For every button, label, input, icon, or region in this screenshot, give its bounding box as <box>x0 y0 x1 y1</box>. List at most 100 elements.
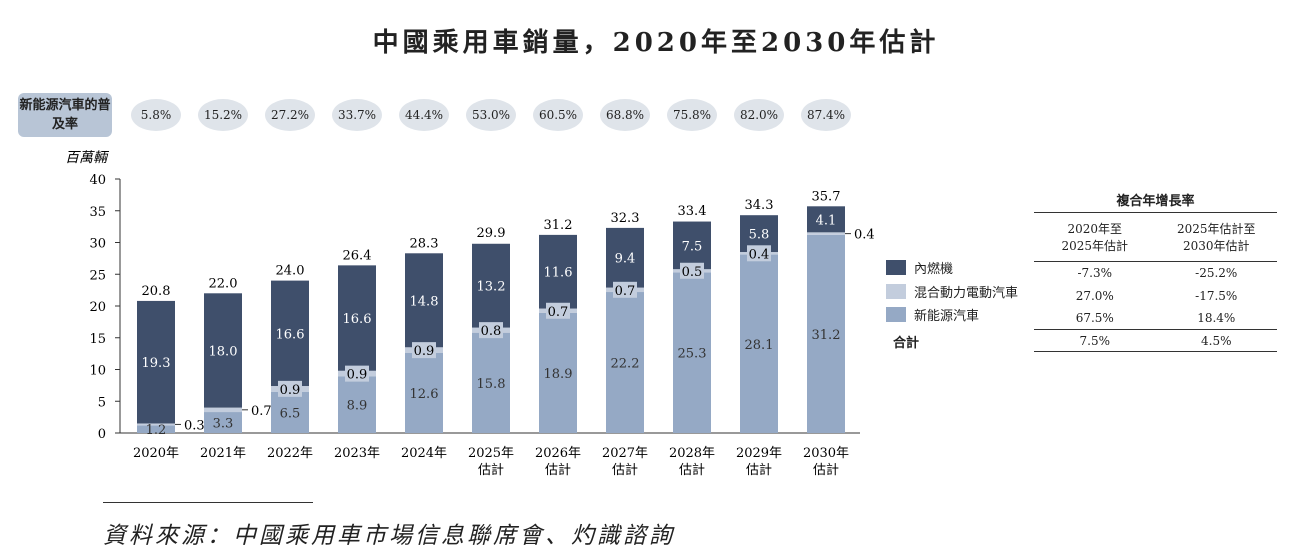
cagr-header: 2025年估計至 2030年估計 <box>1176 222 1256 253</box>
x-tick-label: 2026年 <box>535 446 581 461</box>
ice-value-label: 16.6 <box>343 312 372 327</box>
nev-value-label: 22.2 <box>611 357 640 372</box>
penetration-pill: 68.8% <box>600 99 650 131</box>
cagr-total: 4.5% <box>1201 333 1232 348</box>
penetration-pill: 33.7% <box>332 99 382 131</box>
y-tick-label: 35 <box>89 205 106 220</box>
bar-nev <box>472 332 510 433</box>
penetration-pill: 87.4% <box>801 99 851 131</box>
x-tick-label: 估計 <box>679 462 705 478</box>
bar-hybrid <box>137 423 175 426</box>
cagr-header: 2020年至 2025年估計 <box>1061 222 1129 253</box>
x-tick-label: 2025年 <box>468 446 514 461</box>
total-label: 34.3 <box>745 198 774 213</box>
total-label: 31.2 <box>544 218 573 233</box>
cagr-cell: 27.0% <box>1075 289 1114 303</box>
ice-value-label: 9.4 <box>615 252 636 267</box>
chart-title: 中國乘用車銷量，2020年至2030年估計 <box>372 28 940 58</box>
y-tick-label: 10 <box>89 364 106 379</box>
hybrid-value-label: 0.9 <box>280 383 301 398</box>
x-tick-label: 2024年 <box>401 446 447 461</box>
penetration-pill: 75.8% <box>667 99 717 131</box>
cagr-title: 複合年增長率 <box>1116 194 1195 209</box>
hybrid-value-label: 0.9 <box>414 344 435 359</box>
ice-value-label: 11.6 <box>544 266 573 281</box>
bar-nev <box>606 292 644 433</box>
bar-hybrid <box>204 407 242 413</box>
nev-value-label: 1.2 <box>146 423 167 438</box>
hybrid-value-label: 0.9 <box>347 368 368 383</box>
x-tick-label: 估計 <box>813 462 839 478</box>
legend-label: 混合動力電動汽車 <box>914 286 1019 301</box>
bar-ice <box>405 253 443 348</box>
cagr-total-label: 合計 <box>893 336 920 351</box>
legend-label: 新能源汽車 <box>914 309 980 324</box>
y-tick-label: 5 <box>98 395 106 410</box>
ice-value-label: 18.0 <box>209 344 238 359</box>
nev-value-label: 25.3 <box>678 347 707 362</box>
bar-nev <box>204 412 242 433</box>
total-label: 32.3 <box>611 211 640 226</box>
x-tick-label: 2023年 <box>334 446 380 461</box>
bar-ice <box>606 227 644 288</box>
y-tick-label: 30 <box>89 237 106 252</box>
bar-ice <box>271 280 309 387</box>
x-tick-label: 2022年 <box>267 446 313 461</box>
penetration-pill: 44.4% <box>399 99 449 131</box>
x-tick-label: 2030年 <box>803 446 849 461</box>
ice-value-label: 19.3 <box>142 356 171 371</box>
x-tick-label: 估計 <box>545 462 571 478</box>
cagr-cell: -25.2% <box>1195 266 1238 281</box>
hybrid-label-bg <box>479 322 503 339</box>
hybrid-value-label: 0.8 <box>481 324 502 339</box>
hybrid-value-label: 0.3 <box>184 418 205 433</box>
cagr-total: 7.5% <box>1079 333 1111 348</box>
penetration-pill: 5.8% <box>131 99 181 131</box>
bar-ice <box>204 293 242 408</box>
hybrid-label-bg <box>345 365 369 382</box>
nev-value-label: 15.8 <box>477 377 506 392</box>
bar-nev <box>338 376 376 433</box>
total-label: 22.0 <box>209 276 238 291</box>
legend-swatch-nev <box>886 307 906 322</box>
penetration-pill: 60.5% <box>533 99 583 131</box>
bar-nev <box>137 425 175 433</box>
hybrid-value-label: 0.7 <box>251 404 272 419</box>
legend-swatch-hybrid <box>886 284 906 299</box>
x-tick-label: 估計 <box>478 462 504 478</box>
hybrid-label-bg <box>412 342 436 359</box>
x-tick-label: 估計 <box>746 462 772 478</box>
bar-nev <box>807 234 845 433</box>
bar-nev <box>740 254 778 433</box>
hybrid-value-label: 0.5 <box>682 265 703 280</box>
hybrid-label-bg <box>546 302 570 319</box>
ice-value-label: 16.6 <box>276 327 305 342</box>
bar-ice <box>807 206 845 233</box>
bar-ice <box>338 265 376 371</box>
penetration-pill: 53.0% <box>466 99 516 131</box>
nev-value-label: 3.3 <box>213 417 234 432</box>
stacked-bar-chart: 百萬輛 0 5 10 15 20 25 30 35 40 20.8 1.2 19.3 0.3 2020年 22… <box>65 150 875 478</box>
ice-value-label: 4.1 <box>816 213 837 228</box>
nev-value-label: 6.5 <box>280 406 301 421</box>
penetration-label: 新能源汽車的普及率 <box>18 93 112 137</box>
penetration-pill: 15.2% <box>198 99 248 131</box>
nev-value-label: 8.9 <box>347 399 368 414</box>
penetration-pill: 82.0% <box>734 99 784 131</box>
cagr-cell: -7.3% <box>1077 266 1113 281</box>
x-tick-label: 2027年 <box>602 446 648 461</box>
total-label: 33.4 <box>678 204 707 219</box>
hybrid-value-label: 0.7 <box>615 284 636 299</box>
ice-value-label: 13.2 <box>477 280 506 295</box>
legend-label: 內燃機 <box>914 262 954 277</box>
nev-value-label: 12.6 <box>410 387 439 402</box>
bar-ice <box>673 221 711 270</box>
bar-hybrid <box>807 232 845 235</box>
legend-ice: 內燃機 <box>886 258 953 277</box>
legend-nev: 新能源汽車 <box>886 305 979 324</box>
hybrid-value-label: 0.4 <box>854 228 875 243</box>
bar-nev <box>405 352 443 433</box>
ice-value-label: 14.8 <box>410 294 439 309</box>
cagr-cell: 18.4% <box>1197 311 1236 326</box>
x-tick-label: 估計 <box>612 462 638 478</box>
